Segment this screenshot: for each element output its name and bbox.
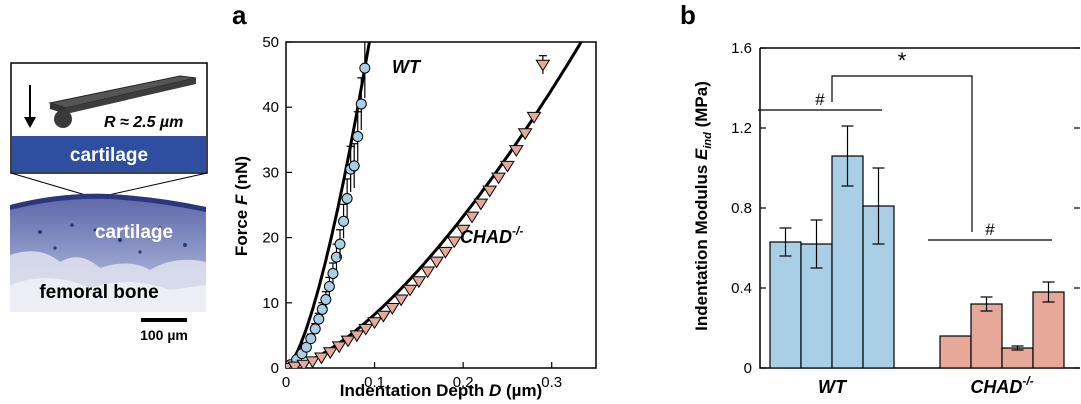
data-point-wt: [338, 215, 350, 227]
y-axis-label-b: Indentation Modulus Eind (MPa): [692, 81, 714, 331]
y-tick-label-b: 0.8: [731, 200, 752, 217]
sig-mark-group: #: [985, 220, 995, 239]
sig-bracket: [831, 75, 973, 232]
data-point-wt: [313, 313, 325, 325]
data-point-chad: [482, 185, 498, 198]
data-point-chad: [464, 211, 480, 224]
cantilever-front: [66, 78, 196, 114]
y-tick-label: 30: [262, 164, 279, 181]
data-point-chad: [455, 224, 471, 237]
bar: [939, 335, 972, 368]
series-label-wt: WT: [392, 57, 422, 77]
indentation-illustration: R ≈ 2.5 µm cartilage cartilage femoral b…: [10, 62, 208, 343]
modulus-bar-chart: b 0 0.4 0.8 1.2 1.6 # # * Indentation Modulus …: [680, 0, 1080, 397]
y-tick-label: 50: [262, 34, 279, 51]
y-tick-label-b: 1.2: [731, 120, 752, 137]
data-point-wt: [348, 160, 360, 172]
data-point-chad: [438, 246, 453, 259]
data-point-wt: [305, 333, 317, 345]
data-point-chad: [402, 284, 418, 297]
data-point-wt: [316, 303, 328, 315]
fit-curve-1: [286, 42, 583, 368]
data-point-chad: [340, 335, 356, 348]
group-label-wt: WT: [818, 377, 848, 397]
x-tick-label: 0.3: [541, 374, 562, 391]
sig-mark-group: #: [815, 90, 825, 109]
cartilage-label-zoom: cartilage: [70, 145, 148, 166]
y-axis-label: Force F (nN): [232, 156, 251, 256]
data-point-chad: [446, 236, 462, 249]
fit-curve-0: [286, 42, 371, 368]
x-tick-label: 0: [282, 374, 290, 391]
data-point-chad: [367, 317, 382, 330]
y-tick-label: 40: [262, 99, 279, 116]
y-tick-label-b: 1.6: [731, 40, 752, 57]
group-label-chad: CHAD-/-: [970, 374, 1033, 397]
data-point-wt: [327, 267, 339, 279]
arrow-head-icon: [24, 117, 36, 128]
tissue-section: [10, 193, 206, 312]
series-label-chad: CHAD-/-: [460, 224, 523, 247]
data-point-wt: [352, 131, 364, 143]
data-point-wt: [330, 251, 342, 263]
data-point-chad: [491, 172, 506, 185]
y-tick-label: 0: [271, 360, 279, 377]
data-point-chad: [322, 347, 338, 360]
probe-tip-icon: [54, 110, 72, 128]
data-point-wt: [334, 238, 346, 250]
x-tick-label: 0.1: [364, 374, 385, 391]
bar: [769, 241, 802, 368]
bone-label: femoral bone: [39, 282, 158, 303]
data-point-chad: [517, 128, 533, 141]
data-point-chad: [411, 276, 427, 289]
data-point-chad: [535, 59, 551, 72]
y-tick-label: 20: [262, 230, 279, 247]
data-point-chad: [384, 302, 400, 315]
bar: [1032, 291, 1065, 368]
data-point-wt: [323, 281, 335, 292]
sig-mark-between: *: [898, 48, 907, 73]
data-point-chad: [287, 361, 303, 368]
data-point-wt: [309, 323, 321, 335]
x-axis-label: Indentation Depth D (µm): [340, 381, 542, 400]
data-point-wt: [359, 62, 371, 74]
panel-b-label: b: [680, 0, 696, 30]
data-point-chad: [393, 294, 409, 307]
y-tick-label-b: 0.4: [731, 280, 752, 297]
data-point-chad: [420, 266, 436, 279]
bar: [970, 303, 1003, 368]
data-point-chad: [526, 111, 542, 124]
data-point-chad: [296, 359, 312, 368]
panel-a-label: a: [232, 0, 247, 30]
data-point-chad: [508, 145, 524, 158]
data-point-chad: [314, 352, 329, 365]
radius-label: R ≈ 2.5 µm: [104, 114, 183, 131]
cartilage-label: cartilage: [95, 222, 173, 243]
data-point-wt: [320, 294, 332, 306]
force-depth-chart: a 0 0.1 0.2 0.3 0 10 20 30 40 50 Force F (nN) Ind…: [232, 0, 597, 400]
bar: [831, 155, 864, 368]
data-point-chad: [331, 341, 347, 354]
data-point-chad: [358, 323, 374, 336]
data-point-chad: [305, 356, 320, 368]
data-point-wt: [300, 341, 312, 353]
y-tick-label: 10: [262, 295, 279, 312]
data-point-chad: [349, 330, 365, 343]
plot-frame: [285, 41, 597, 369]
data-point-wt: [341, 192, 353, 204]
bar: [1001, 347, 1034, 368]
y-tick-label-b: 0: [744, 360, 752, 377]
data-point-chad: [376, 310, 391, 323]
x-tick-label: 0.2: [453, 374, 474, 391]
data-point-chad: [429, 256, 444, 269]
data-point-chad: [500, 160, 515, 173]
cartilage-layer-zoom: [12, 136, 206, 172]
scale-bar-label: 100 µm: [140, 327, 188, 343]
data-point-wt: [355, 98, 367, 110]
data-point-chad: [473, 198, 489, 211]
